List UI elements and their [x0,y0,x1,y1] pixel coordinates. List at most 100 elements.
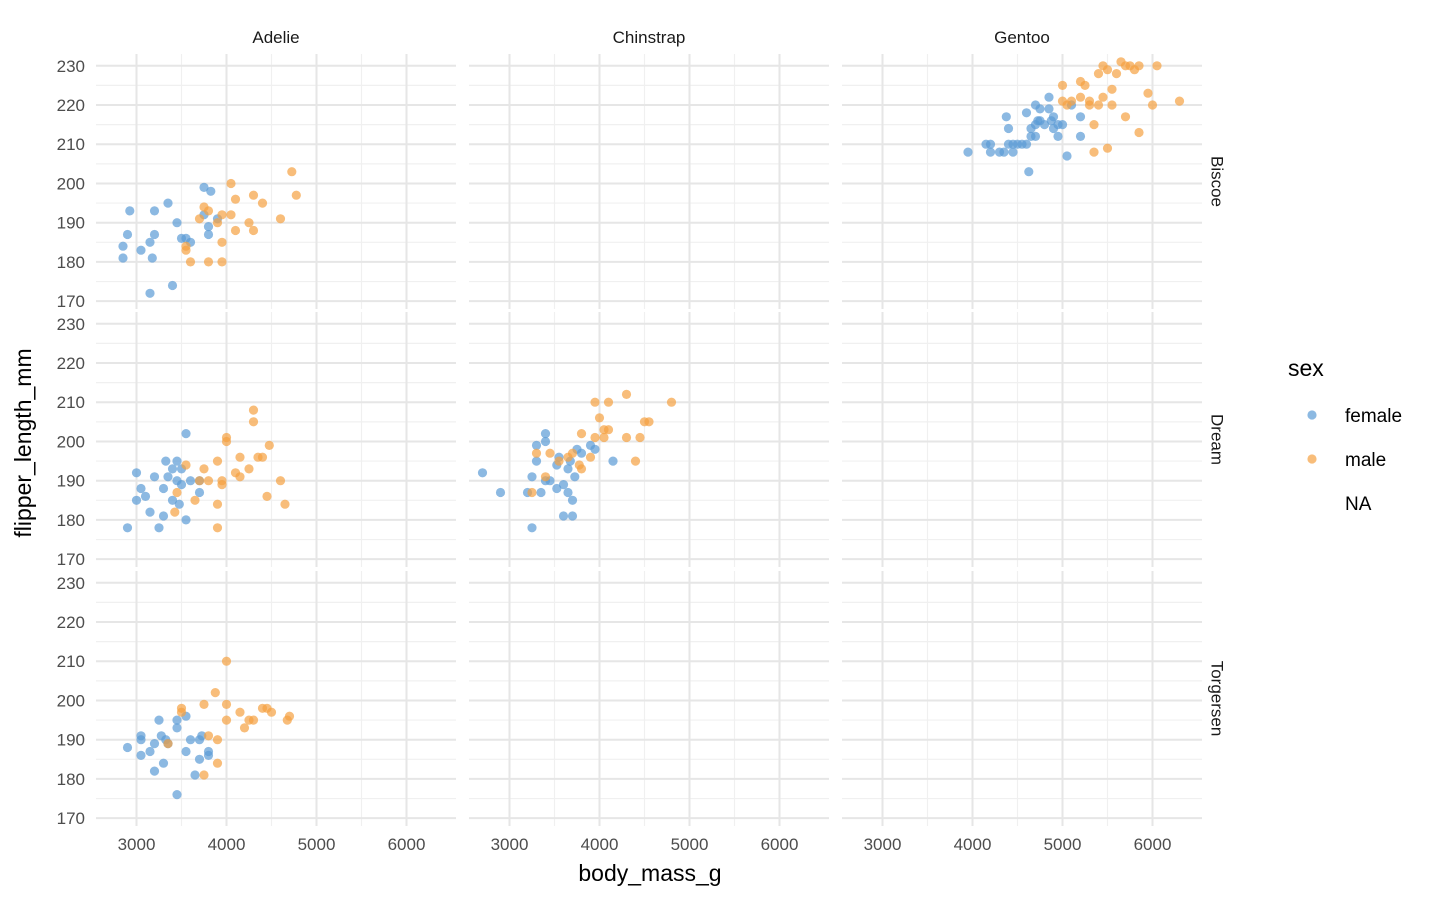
y-tick-label: 210 [57,393,85,412]
point-male [590,432,600,443]
panels [96,54,1202,826]
facet-column-label: Adelie [252,28,299,47]
point-male [212,735,223,745]
point-male [257,198,268,208]
point-female [167,495,178,505]
point-male [599,432,609,443]
point-female [495,487,506,498]
point-male [235,707,245,717]
point-male [1057,80,1068,90]
point-male [1080,80,1090,90]
point-female [194,487,205,498]
y-tick-label: 190 [57,472,85,491]
point-male [221,436,232,447]
point-female [1001,112,1011,122]
point-female [167,280,178,291]
point-female [172,723,182,733]
point-male [221,699,232,710]
y-tick-label: 180 [57,770,85,789]
x-tick-label: 5000 [671,835,709,854]
point-male [1098,92,1108,102]
point-male [212,456,223,466]
point-female [154,523,164,533]
point-male [264,440,274,450]
point-female [140,491,151,501]
point-male [239,723,250,733]
point-female [590,444,600,454]
point-male [248,190,259,200]
point-male [275,476,286,486]
point-female [540,436,551,447]
point-male [199,464,209,474]
point-male [1134,61,1144,71]
point-male [212,218,223,228]
point-female [158,483,169,494]
point-male [527,487,537,498]
point-female [161,456,171,466]
facet-row-label: Biscoe [1208,156,1227,207]
point-male [194,476,205,486]
point-female [190,770,200,780]
point-female [1044,104,1054,114]
point-male [217,480,227,490]
point-male [185,257,196,267]
panel-adelie-biscoe [96,54,456,309]
legend-label-female: female [1345,406,1402,427]
point-female [1003,123,1014,134]
point-male [603,397,614,407]
point-male [194,214,205,224]
point-female [1021,139,1032,149]
point-female [172,715,182,725]
point-male [217,237,227,247]
point-female [122,229,133,240]
y-tick-label: 230 [57,574,85,593]
point-female [136,483,146,494]
point-male [594,413,605,423]
point-male [248,715,259,725]
y-tick-label: 170 [57,292,85,311]
y-tick-label: 180 [57,253,85,272]
point-female [131,495,142,505]
point-male [280,499,290,509]
point-female [1075,112,1086,122]
point-male [221,656,232,666]
point-male [576,429,587,439]
point-male [217,257,227,267]
point-female [163,472,173,482]
point-female [163,198,173,208]
point-male [248,225,259,236]
point-female [149,206,160,216]
point-female [145,237,155,247]
legend-label-na: NA [1345,494,1372,515]
point-male [540,472,551,482]
point-male [621,389,632,399]
y-tick-label: 180 [57,511,85,530]
point-female [477,468,488,478]
point-female [136,750,146,761]
point-male [210,688,220,698]
point-female [1053,131,1063,141]
point-male [170,507,180,517]
y-tick-label: 190 [57,214,85,233]
point-female [1021,108,1032,118]
point-male [212,758,223,768]
point-male [1093,100,1104,110]
point-female [527,472,537,482]
point-male [1102,65,1113,75]
point-female [608,456,618,466]
point-female [203,229,214,240]
point-male [1107,100,1117,110]
point-male [1152,61,1162,71]
point-male [590,397,600,407]
point-male [203,476,214,486]
point-male [181,460,191,470]
x-tick-label: 3000 [491,835,529,854]
point-female [1024,167,1034,177]
legend-title: sex [1288,355,1324,381]
point-male [585,452,596,462]
point-male [567,448,578,458]
x-tick-label: 3000 [118,835,156,854]
point-female [145,746,155,757]
y-tick-label: 210 [57,135,85,154]
